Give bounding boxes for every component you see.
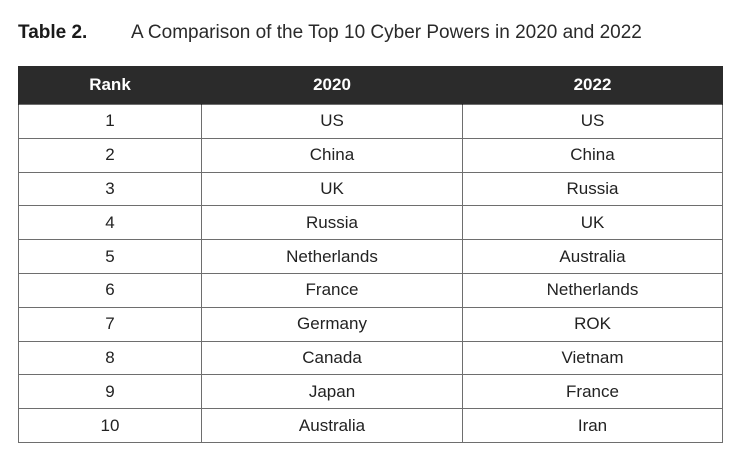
country-2022-cell: Iran bbox=[462, 408, 723, 443]
rank-cell: 5 bbox=[18, 239, 202, 274]
table-number: Table 2. bbox=[18, 22, 88, 43]
country-2020-cell: France bbox=[201, 272, 463, 308]
table-row: 7 Germany ROK bbox=[18, 306, 723, 342]
table-row: 2 China China bbox=[18, 137, 723, 173]
rank-cell: 7 bbox=[18, 306, 202, 342]
cyber-powers-table: Rank 2020 2022 1 US US 2 China China 3 U… bbox=[18, 66, 723, 443]
table-row: 5 Netherlands Australia bbox=[18, 239, 723, 274]
country-2022-cell: Vietnam bbox=[462, 340, 723, 376]
table-row: 1 US US bbox=[18, 104, 723, 139]
country-2020-cell: US bbox=[201, 104, 463, 139]
country-2020-cell: Netherlands bbox=[201, 239, 463, 274]
table-row: 8 Canada Vietnam bbox=[18, 340, 723, 376]
country-2020-cell: Russia bbox=[201, 205, 463, 241]
rank-cell: 4 bbox=[18, 205, 202, 241]
country-2020-cell: UK bbox=[201, 171, 463, 207]
table-row: 9 Japan France bbox=[18, 374, 723, 410]
header-rank: Rank bbox=[18, 66, 202, 105]
rank-cell: 9 bbox=[18, 374, 202, 410]
country-2022-cell: China bbox=[462, 137, 723, 173]
rank-cell: 10 bbox=[18, 408, 202, 443]
country-2022-cell: US bbox=[462, 104, 723, 139]
rank-cell: 8 bbox=[18, 340, 202, 376]
country-2022-cell: France bbox=[462, 374, 723, 410]
table-row: 3 UK Russia bbox=[18, 171, 723, 207]
table-row: 6 France Netherlands bbox=[18, 272, 723, 308]
country-2022-cell: Australia bbox=[462, 239, 723, 274]
rank-cell: 3 bbox=[18, 171, 202, 207]
country-2020-cell: Australia bbox=[201, 408, 463, 443]
header-row: Rank 2020 2022 bbox=[18, 66, 723, 105]
country-2022-cell: Russia bbox=[462, 171, 723, 207]
country-2020-cell: Germany bbox=[201, 306, 463, 342]
rank-cell: 6 bbox=[18, 272, 202, 308]
table-row: 4 Russia UK bbox=[18, 205, 723, 241]
header-2022: 2022 bbox=[462, 66, 723, 105]
country-2020-cell: China bbox=[201, 137, 463, 173]
country-2020-cell: Canada bbox=[201, 340, 463, 376]
rank-cell: 2 bbox=[18, 137, 202, 173]
table-caption: Table 2. A Comparison of the Top 10 Cybe… bbox=[18, 19, 642, 47]
country-2022-cell: UK bbox=[462, 205, 723, 241]
country-2020-cell: Japan bbox=[201, 374, 463, 410]
rank-cell: 1 bbox=[18, 104, 202, 139]
country-2022-cell: Netherlands bbox=[462, 272, 723, 308]
table-row: 10 Australia Iran bbox=[18, 408, 723, 443]
header-2020: 2020 bbox=[201, 66, 463, 105]
country-2022-cell: ROK bbox=[462, 306, 723, 342]
table-title: A Comparison of the Top 10 Cyber Powers … bbox=[131, 22, 642, 43]
